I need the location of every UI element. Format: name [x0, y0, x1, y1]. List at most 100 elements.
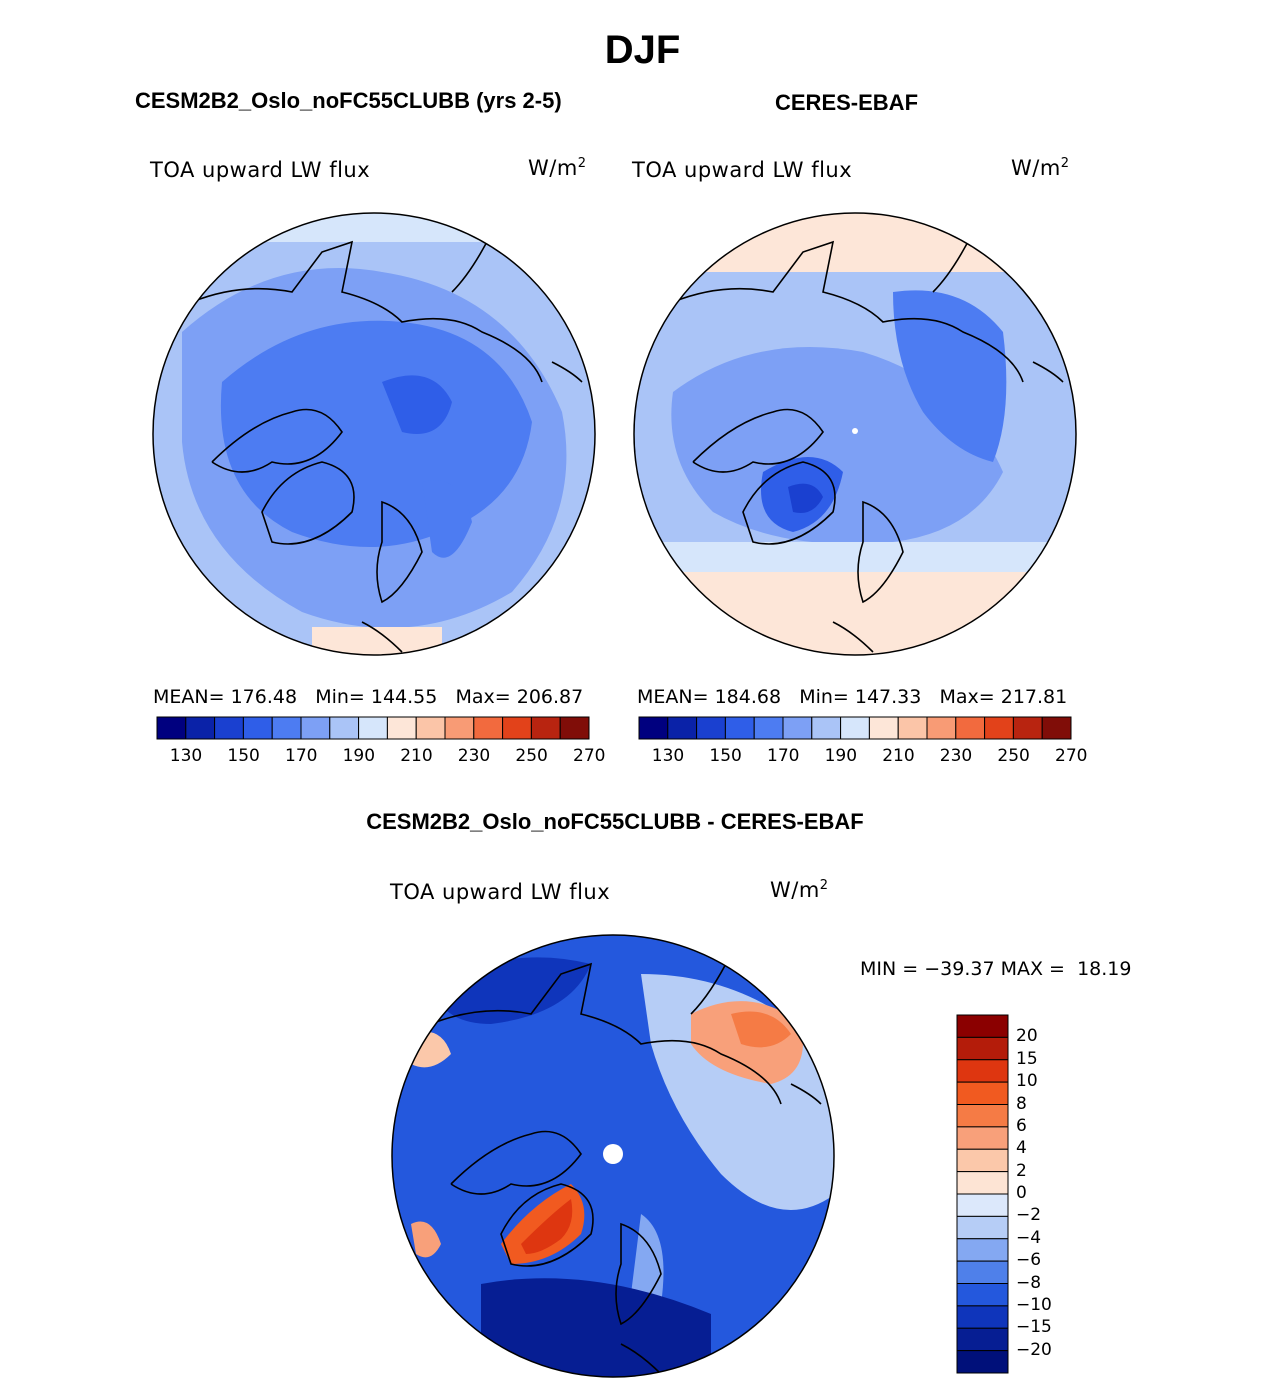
diff-colorbar-swatch [956, 1350, 1009, 1374]
diff-colorbar-swatch [956, 1260, 1009, 1284]
obs-variable-label: TOA upward LW flux [632, 158, 853, 182]
diff-colorbar-tick-label: 2 [1016, 1160, 1027, 1181]
diff-colorbar-swatch [956, 1283, 1009, 1307]
diff-colorbar-tick-label: 8 [1016, 1093, 1027, 1114]
diff-field-greenland-core [521, 1199, 573, 1254]
colorbar-swatch [868, 716, 899, 740]
colorbar-tick-label: 170 [285, 746, 318, 766]
colorbar-swatch [156, 716, 187, 740]
colorbar-tick-label: 250 [997, 746, 1030, 766]
diff-colorbar-tick-label: −8 [1016, 1272, 1042, 1293]
obs-north-pole-marker [852, 428, 858, 434]
diff-colorbar-swatch [956, 1171, 1009, 1195]
colorbar-swatch [667, 716, 698, 740]
diff-colorbar-swatch [956, 1193, 1009, 1217]
obs-stats: MEAN= 184.68 Min= 147.33 Max= 217.81 [637, 686, 1068, 708]
colorbar-swatch [753, 716, 784, 740]
diff-colorbar-tick-label: 10 [1016, 1071, 1038, 1092]
model-panel-title: CESM2B2_Oslo_noFC55CLUBB (yrs 2-5) [135, 88, 562, 113]
colorbar-swatch [811, 716, 842, 740]
model-field-contour-lowest [382, 375, 452, 434]
model-field-contour-atlantic [422, 480, 472, 558]
diff-polar-map [391, 934, 835, 1378]
diff-colorbar-tick-label: −6 [1016, 1250, 1042, 1271]
model-colorbar [156, 716, 590, 740]
model-field-pale-edge [153, 213, 595, 242]
colorbar-swatch [358, 716, 388, 740]
main-title: DJF [604, 28, 681, 72]
colorbar-tick-label: 270 [1055, 746, 1088, 766]
diff-colorbar [956, 1014, 1009, 1374]
diff-colorbar-swatch [956, 1305, 1009, 1329]
colorbar-swatch [638, 716, 669, 740]
diff-field-deep-europe [481, 1278, 711, 1377]
diff-colorbar-swatch [956, 1014, 1009, 1038]
diff-field-warm-southwest [411, 1221, 441, 1258]
obs-field-pale-band [634, 542, 1076, 572]
diff-colorbar-swatch [956, 1327, 1009, 1352]
colorbar-tick-label: 130 [169, 746, 203, 766]
diff-colorbar-tick-label: 20 [1016, 1026, 1038, 1047]
obs-field-contour-pacific [893, 290, 1007, 462]
colorbar-tick-label: 130 [651, 746, 685, 766]
colorbar-swatch [444, 716, 475, 740]
diff-colorbar-swatch [956, 1238, 1009, 1262]
diff-colorbar-tick-label: 0 [1016, 1183, 1027, 1203]
colorbar-swatch [1012, 716, 1043, 740]
colorbar-swatch [782, 716, 813, 740]
colorbar-swatch [271, 716, 302, 740]
obs-panel-title: CERES-EBAF [775, 90, 919, 115]
model-stats: MEAN= 176.48 Min= 144.55 Max= 206.87 [153, 686, 584, 708]
colorbar-swatch [840, 716, 870, 740]
model-polar-map [152, 212, 596, 656]
obs-field-warm-bottom [634, 562, 1076, 655]
colorbar-tick-label: 190 [824, 746, 858, 766]
diff-colorbar-tick-label: −20 [1016, 1339, 1052, 1360]
colorbar-swatch [502, 716, 532, 740]
colorbar-swatch [559, 716, 590, 740]
colorbar-swatch [1041, 716, 1072, 740]
diff-coastlines [430, 953, 822, 1375]
colorbar-swatch [897, 716, 928, 740]
diff-colorbar-swatch [956, 1215, 1009, 1240]
colorbar-tick-label: 270 [573, 746, 606, 766]
colorbar-swatch [300, 716, 331, 740]
colorbar-swatch [329, 716, 360, 740]
colorbar-swatch [386, 716, 417, 740]
colorbar-swatch [724, 716, 755, 740]
diff-panel-title: CESM2B2_Oslo_noFC55CLUBB - CERES-EBAF [366, 809, 864, 834]
model-coastlines [191, 231, 583, 653]
colorbar-tick-label: 170 [767, 746, 800, 766]
obs-units-label: W/m2 [1011, 156, 1070, 180]
obs-map-border [633, 212, 1077, 656]
model-map-border [152, 212, 596, 656]
diff-colorbar-tick-label: −2 [1016, 1205, 1042, 1226]
colorbar-tick-label: 150 [227, 746, 260, 766]
diff-colorbar-tick-label: −10 [1016, 1294, 1052, 1315]
obs-polar-map [633, 212, 1077, 656]
diff-colorbar-tick-label: −15 [1016, 1317, 1052, 1338]
colorbar-swatch [185, 716, 216, 740]
diff-colorbar-ticks: 20 15 10 8 6 4 2 0 −2 −4 −6 −8 −10 −15 −20 [1016, 1015, 1096, 1373]
colorbar-swatch [473, 716, 504, 740]
model-field-warm-edge [312, 627, 442, 655]
obs-field-contour-greenland-core [788, 483, 823, 513]
colorbar-swatch [696, 716, 726, 740]
obs-colorbar [638, 716, 1072, 740]
colorbar-swatch [984, 716, 1014, 740]
model-colorbar-ticks: 130 150 170 190 210 230 250 270 [157, 746, 606, 768]
diff-variable-label: TOA upward LW flux [390, 880, 611, 904]
colorbar-tick-label: 210 [882, 746, 915, 766]
colorbar-swatch [530, 716, 561, 740]
model-variable-label: TOA upward LW flux [150, 158, 371, 182]
colorbar-tick-label: 250 [515, 746, 548, 766]
colorbar-swatch [926, 716, 957, 740]
obs-colorbar-ticks: 130 150 170 190 210 230 250 270 [639, 746, 1088, 768]
diff-colorbar-swatch [956, 1148, 1009, 1173]
model-units-label: W/m2 [528, 156, 587, 180]
diff-colorbar-tick-label: 4 [1016, 1138, 1027, 1159]
colorbar-swatch [242, 716, 273, 740]
colorbar-tick-label: 190 [342, 746, 376, 766]
diff-colorbar-swatch [956, 1104, 1009, 1128]
diff-colorbar-tick-label: 15 [1016, 1048, 1038, 1069]
